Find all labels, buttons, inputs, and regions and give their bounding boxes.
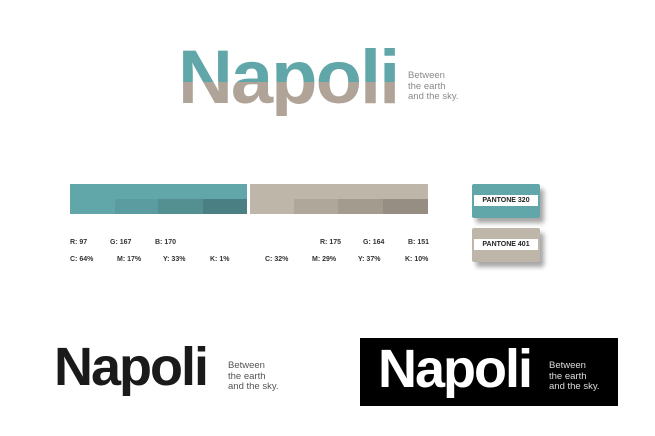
tagline-line: Between xyxy=(228,360,265,371)
pantone-label: PANTONE 401 xyxy=(474,239,538,250)
logo-main: Napoli xyxy=(178,35,400,120)
rgb-label: G: 164 xyxy=(363,239,385,246)
rgb-label: R: 97 xyxy=(70,239,88,246)
tagline-line: Between xyxy=(549,360,586,371)
color-bar-teal xyxy=(70,184,247,214)
pantone-label: PANTONE 320 xyxy=(474,195,538,206)
tagline-line: and the sky. xyxy=(549,381,600,392)
tagline-line: and the sky. xyxy=(408,91,459,102)
tagline-line: the earth xyxy=(549,370,587,382)
cmyk-label: C: 32% xyxy=(265,256,289,263)
logo-black: Napoli xyxy=(54,337,209,397)
dark-panel: Napoli Between the earth and the sky. xyxy=(360,338,618,406)
cmyk-label: Y: 37% xyxy=(358,256,381,263)
cmyk-label: K: 1% xyxy=(210,256,230,263)
cmyk-label: M: 29% xyxy=(312,256,337,263)
rgb-label: B: 151 xyxy=(408,239,430,246)
tagline: Between the earth and the sky. xyxy=(549,360,600,393)
pantone-chip: PANTONE 320 xyxy=(472,184,540,218)
tagline: Between the earth and the sky. xyxy=(228,360,279,393)
cmyk-label: M: 17% xyxy=(117,256,142,263)
rgb-label: B: 170 xyxy=(155,239,177,246)
color-bar-beige xyxy=(250,184,428,214)
rgb-label: G: 167 xyxy=(110,239,132,246)
cmyk-label: K: 10% xyxy=(405,256,429,263)
tagline-line: Between xyxy=(408,70,445,81)
logo-white: Napoli xyxy=(378,339,533,399)
tagline-line: and the sky. xyxy=(228,381,279,392)
pantone-chip: PANTONE 401 xyxy=(472,228,540,262)
tagline-line: the earth xyxy=(408,80,446,92)
tagline-line: the earth xyxy=(228,370,266,382)
cmyk-label: C: 64% xyxy=(70,256,94,263)
rgb-label: R: 175 xyxy=(320,239,342,246)
tagline: Between the earth and the sky. xyxy=(408,70,459,103)
cmyk-label: Y: 33% xyxy=(163,256,186,263)
